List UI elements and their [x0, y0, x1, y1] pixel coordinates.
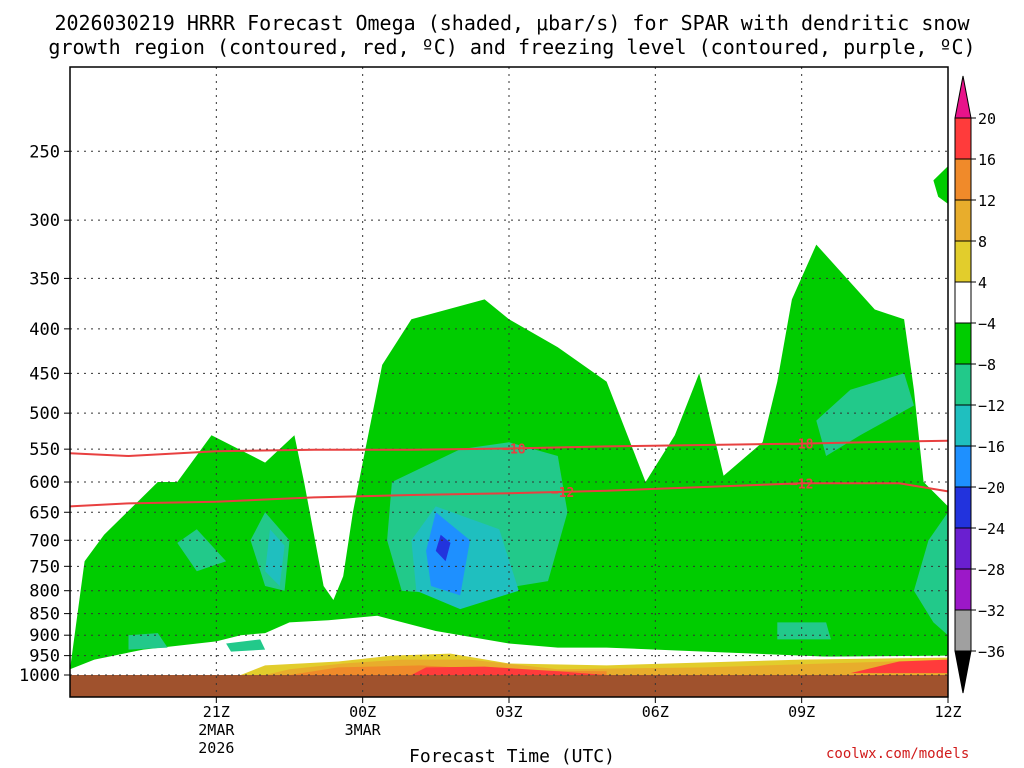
contour-label: −18	[502, 442, 526, 457]
colorbar-label: 20	[978, 110, 996, 128]
x-tick-label: 12Z	[934, 703, 961, 721]
chart-title-line-2: growth region (contoured, red, ºC) and f…	[48, 35, 976, 59]
x-tick-label: 03Z	[495, 703, 522, 721]
contour-label: −12	[790, 477, 813, 492]
colorbar-label: −28	[978, 561, 1005, 579]
colorbar-label: −12	[978, 397, 1005, 415]
colorbar-swatch	[954, 568, 972, 611]
omega-region--8	[777, 622, 831, 640]
omega-region--12	[265, 529, 285, 586]
omega-region--4	[933, 166, 948, 204]
ground-layer	[70, 675, 948, 697]
x-tick-label: 21Z	[203, 703, 230, 721]
colorbar-swatch	[954, 281, 972, 324]
omega-region--8	[816, 373, 914, 456]
colorbar-label: 16	[978, 151, 996, 169]
colorbar-label: −32	[978, 602, 1005, 620]
omega-region--20	[435, 534, 451, 562]
omega-region-4	[128, 416, 158, 484]
y-tick-label: 900	[29, 626, 60, 646]
y-tick-label: 650	[29, 503, 60, 523]
y-tick-label: 450	[29, 364, 60, 384]
colorbar-label: −20	[978, 479, 1005, 497]
colorbar-swatch	[954, 363, 972, 406]
y-tick-label: 400	[29, 320, 60, 340]
omega-region-4	[279, 67, 344, 507]
omega-region-20	[850, 659, 948, 674]
omega-region--8	[226, 639, 266, 652]
contour-label: −18	[790, 438, 814, 453]
colorbar-bottom-arrow	[954, 650, 972, 694]
omega-region--16	[426, 512, 470, 596]
y-tick-label: 300	[29, 211, 60, 231]
x-tick-label: 00Z	[349, 703, 376, 721]
colorbar-label: −36	[978, 643, 1005, 661]
colorbar-swatch	[954, 609, 972, 652]
y-tick-label: 1000	[19, 666, 60, 686]
colorbar-label: 4	[978, 274, 987, 292]
colorbar-label: −8	[978, 356, 996, 374]
omega-region--8	[128, 633, 168, 650]
y-tick-label: 350	[29, 269, 60, 289]
x-tick-label: 06Z	[642, 703, 669, 721]
colorbar-label: −24	[978, 520, 1005, 538]
y-tick-label: 850	[29, 605, 60, 625]
y-tick-label: 800	[29, 582, 60, 602]
dendritic-contour-line	[69, 439, 949, 458]
colorbar-swatch	[954, 527, 972, 570]
colorbar-swatch	[954, 158, 972, 201]
y-tick-label: 550	[29, 440, 60, 460]
colorbar-swatch	[954, 404, 972, 447]
chart-title-line-1: 2026030219 HRRR Forecast Omega (shaded, …	[54, 11, 970, 35]
y-tick-label: 750	[29, 557, 60, 577]
colorbar-swatch	[954, 445, 972, 488]
colorbar-swatch	[954, 117, 972, 160]
colorbar-swatch	[954, 199, 972, 242]
x-tick-date: 3MAR	[345, 721, 382, 739]
x-tick-year: 2026	[198, 739, 234, 757]
colorbar-label: −4	[978, 315, 996, 333]
x-tick-label: 09Z	[788, 703, 815, 721]
x-tick-date: 2MAR	[198, 721, 235, 739]
y-tick-label: 500	[29, 404, 60, 424]
omega-region-4	[635, 158, 680, 300]
y-tick-label: 700	[29, 531, 60, 551]
colorbar-swatch	[954, 240, 972, 283]
contour-label: −12	[551, 486, 574, 501]
y-tick-label: 600	[29, 473, 60, 493]
dendritic-contour-line	[69, 482, 949, 508]
colorbar-label: 8	[978, 233, 987, 251]
y-tick-label: 250	[29, 142, 60, 162]
colorbar-swatch	[954, 322, 972, 365]
x-axis-label: Forecast Time (UTC)	[409, 746, 615, 767]
colorbar-swatch	[954, 486, 972, 529]
colorbar-label: 12	[978, 192, 996, 210]
omega-region--8	[913, 512, 948, 636]
colorbar-top-arrow	[954, 75, 972, 119]
colorbar-label: −16	[978, 438, 1005, 456]
y-tick-label: 950	[29, 647, 60, 667]
credit-text: coolwx.com/models	[826, 746, 970, 762]
